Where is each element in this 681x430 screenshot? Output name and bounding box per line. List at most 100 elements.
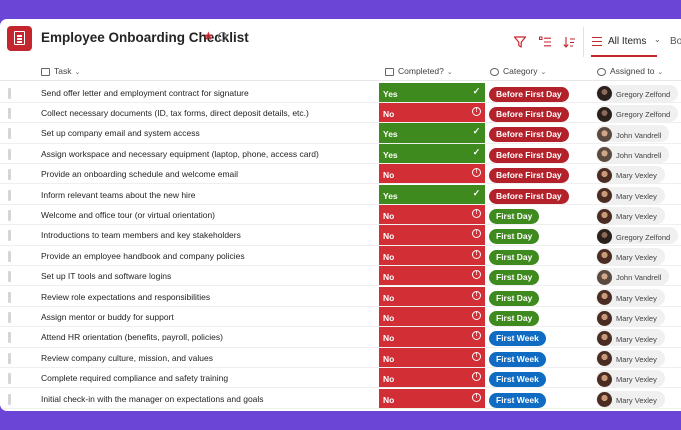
row-select-handle[interactable] xyxy=(8,393,11,405)
table-row[interactable]: Send offer letter and employment contrac… xyxy=(0,82,681,103)
task-cell[interactable]: Inform relevant teams about the new hire xyxy=(41,189,196,200)
assignee-chip[interactable]: Mary Vexley xyxy=(596,247,665,265)
assignee-chip[interactable]: Mary Vexley xyxy=(596,308,665,326)
column-header-completed[interactable]: Completed? ⌄ xyxy=(385,66,453,76)
row-select-handle[interactable] xyxy=(8,209,11,221)
assignee-chip[interactable]: Mary Vexley xyxy=(596,206,665,224)
completed-cell[interactable]: No! xyxy=(379,388,485,409)
completed-cell[interactable]: No! xyxy=(379,225,485,246)
completed-cell[interactable]: No! xyxy=(379,204,485,226)
assignee-chip[interactable]: Mary Vexley xyxy=(596,349,665,367)
completed-cell[interactable]: No! xyxy=(379,245,485,267)
sort-icon[interactable] xyxy=(562,35,576,49)
table-row[interactable]: Review company culture, mission, and val… xyxy=(0,347,681,369)
table-row[interactable]: Inform relevant teams about the new hire… xyxy=(0,184,681,205)
table-row[interactable]: Complete required compliance and safety … xyxy=(0,368,681,389)
task-cell[interactable]: Collect necessary documents (ID, tax for… xyxy=(41,107,309,118)
row-select-handle[interactable] xyxy=(8,291,11,303)
task-cell[interactable]: Welcome and office tour (or virtual orie… xyxy=(41,209,216,220)
completed-cell[interactable]: No! xyxy=(379,164,485,185)
assignee-chip[interactable]: Mary Vexley xyxy=(596,329,665,347)
column-header-assigned[interactable]: Assigned to ⌄ xyxy=(597,66,663,76)
task-cell[interactable]: Set up IT tools and software logins xyxy=(41,271,172,282)
column-header-category[interactable]: Category ⌄ xyxy=(490,66,546,76)
category-pill[interactable]: First Week xyxy=(489,372,546,388)
category-pill[interactable]: Before First Day xyxy=(489,168,569,184)
assignee-chip[interactable]: Mary Vexley xyxy=(596,186,665,204)
table-row[interactable]: Assign workspace and necessary equipment… xyxy=(0,143,681,165)
assignee-chip[interactable]: Mary Vexley xyxy=(596,288,665,306)
column-header-task[interactable]: Task ⌄ xyxy=(41,66,80,76)
filter-icon[interactable] xyxy=(513,35,527,49)
assignee-chip[interactable]: John Vandrell xyxy=(596,268,670,286)
completed-cell[interactable]: No! xyxy=(379,286,485,307)
assignee-chip[interactable]: Gregory Zelfond xyxy=(596,227,679,245)
category-pill[interactable]: First Day xyxy=(489,290,540,306)
task-cell[interactable]: Send offer letter and employment contrac… xyxy=(41,87,249,98)
category-pill[interactable]: First Day xyxy=(489,310,540,326)
row-select-handle[interactable] xyxy=(8,250,11,262)
completed-cell[interactable]: Yes ✓ xyxy=(379,123,485,144)
table-row[interactable]: Provide an employee handbook and company… xyxy=(0,245,681,267)
completed-cell[interactable]: Yes ✓ xyxy=(379,82,485,103)
completed-cell[interactable]: No! xyxy=(379,327,485,348)
table-row[interactable]: Review role expectations and responsibil… xyxy=(0,286,681,307)
row-select-handle[interactable] xyxy=(8,230,11,242)
row-select-handle[interactable] xyxy=(8,148,11,160)
task-cell[interactable]: Complete required compliance and safety … xyxy=(41,373,229,384)
category-pill[interactable]: Before First Day xyxy=(489,86,569,102)
table-row[interactable]: Provide an onboarding schedule and welco… xyxy=(0,164,681,185)
assignee-chip[interactable]: Gregory Zelfond xyxy=(596,104,679,122)
table-row[interactable]: Attend HR orientation (benefits, payroll… xyxy=(0,327,681,348)
task-cell[interactable]: Provide an employee handbook and company… xyxy=(41,250,245,261)
task-cell[interactable]: Assign workspace and necessary equipment… xyxy=(41,148,319,159)
category-pill[interactable]: First Week xyxy=(489,392,546,408)
table-row[interactable]: Welcome and office tour (or virtual orie… xyxy=(0,204,681,226)
task-cell[interactable]: Attend HR orientation (benefits, payroll… xyxy=(41,332,223,343)
row-select-handle[interactable] xyxy=(8,107,11,119)
row-select-handle[interactable] xyxy=(8,271,11,283)
row-select-handle[interactable] xyxy=(8,352,11,364)
table-row[interactable]: Introductions to team members and key st… xyxy=(0,225,681,246)
completed-cell[interactable]: No! xyxy=(379,306,485,328)
assignee-chip[interactable]: John Vandrell xyxy=(596,145,670,163)
completed-cell[interactable]: No! xyxy=(379,347,485,369)
task-cell[interactable]: Provide an onboarding schedule and welco… xyxy=(41,169,239,180)
category-pill[interactable]: Before First Day xyxy=(489,106,569,122)
row-select-handle[interactable] xyxy=(8,128,11,140)
star-icon[interactable]: ★ xyxy=(203,29,214,43)
category-pill[interactable]: First Day xyxy=(489,229,540,245)
category-pill[interactable]: Before First Day xyxy=(489,127,569,143)
group-by-icon[interactable] xyxy=(538,35,552,49)
category-pill[interactable]: Before First Day xyxy=(489,188,569,204)
row-select-handle[interactable] xyxy=(8,332,11,344)
category-pill[interactable]: First Day xyxy=(489,249,540,265)
category-pill[interactable]: First Week xyxy=(489,331,546,347)
assignee-chip[interactable]: Gregory Zelfond xyxy=(596,84,679,102)
view-switcher[interactable]: All Items ⌄ xyxy=(583,27,665,57)
category-pill[interactable]: First Day xyxy=(489,208,540,224)
toolbar-overflow-text[interactable]: Bo xyxy=(670,36,681,47)
category-pill[interactable]: Before First Day xyxy=(489,147,569,163)
assignee-chip[interactable]: John Vandrell xyxy=(596,125,670,143)
row-select-handle[interactable] xyxy=(8,169,11,181)
assignee-chip[interactable]: Mary Vexley xyxy=(596,390,665,408)
completed-cell[interactable]: Yes ✓ xyxy=(379,143,485,165)
category-pill[interactable]: First Day xyxy=(489,270,540,286)
row-select-handle[interactable] xyxy=(8,87,11,99)
task-cell[interactable]: Initial check-in with the manager on exp… xyxy=(41,393,264,404)
task-cell[interactable]: Review company culture, mission, and val… xyxy=(41,352,213,363)
task-cell[interactable]: Assign mentor or buddy for support xyxy=(41,311,174,322)
table-row[interactable]: Collect necessary documents (ID, tax for… xyxy=(0,102,681,124)
row-select-handle[interactable] xyxy=(8,311,11,323)
assignee-chip[interactable]: Mary Vexley xyxy=(596,370,665,388)
table-row[interactable]: Initial check-in with the manager on exp… xyxy=(0,388,681,409)
completed-cell[interactable]: No! xyxy=(379,266,485,287)
completed-cell[interactable]: No! xyxy=(379,368,485,389)
task-cell[interactable]: Set up company email and system access xyxy=(41,128,200,139)
row-select-handle[interactable] xyxy=(8,373,11,385)
completed-cell[interactable]: No! xyxy=(379,102,485,124)
info-icon[interactable]: i xyxy=(218,32,227,41)
table-row[interactable]: Set up company email and system access Ye… xyxy=(0,123,681,144)
task-cell[interactable]: Introductions to team members and key st… xyxy=(41,230,241,241)
